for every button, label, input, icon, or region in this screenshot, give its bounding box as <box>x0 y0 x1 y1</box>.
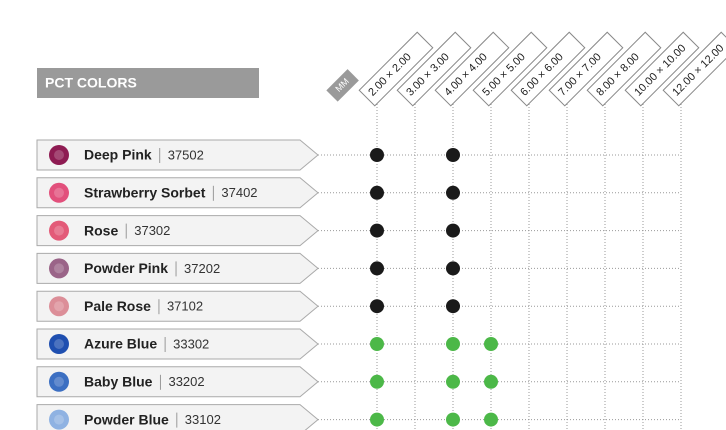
color-name: Pale Rose <box>84 298 151 314</box>
color-name: Rose <box>84 222 118 238</box>
availability-dot <box>446 337 460 351</box>
color-name: Strawberry Sorbet <box>84 185 206 201</box>
color-code: 33202 <box>168 374 204 389</box>
availability-dot <box>370 299 384 313</box>
availability-dot <box>446 299 460 313</box>
color-code: 37202 <box>184 261 220 276</box>
header-title: PCT COLORS <box>45 75 137 91</box>
availability-dot <box>446 224 460 238</box>
color-code: 37102 <box>167 299 203 314</box>
swatch-facet <box>54 377 64 387</box>
color-name: Azure Blue <box>84 336 157 352</box>
availability-dot <box>484 375 498 389</box>
unit-label: MM <box>326 69 359 102</box>
color-code: 37302 <box>134 223 170 238</box>
color-name: Baby Blue <box>84 374 153 390</box>
availability-dot <box>370 186 384 200</box>
swatch-facet <box>54 226 64 236</box>
availability-dot <box>370 224 384 238</box>
availability-dot <box>484 413 498 427</box>
availability-dot <box>370 337 384 351</box>
color-code: 33302 <box>173 336 209 351</box>
color-name: Powder Blue <box>84 411 169 427</box>
swatch-facet <box>54 301 64 311</box>
color-name: Powder Pink <box>84 260 168 276</box>
swatch-facet <box>54 263 64 273</box>
row-box <box>37 253 318 283</box>
swatch-facet <box>54 150 64 160</box>
row-box <box>37 216 318 246</box>
color-code: 37402 <box>221 185 257 200</box>
color-code: 33102 <box>185 412 221 427</box>
swatch-facet <box>54 339 64 349</box>
availability-dot <box>446 148 460 162</box>
row-box <box>37 405 318 430</box>
availability-dot <box>446 261 460 275</box>
availability-dot <box>370 148 384 162</box>
availability-dot <box>484 337 498 351</box>
availability-dot <box>370 261 384 275</box>
availability-dot <box>446 413 460 427</box>
availability-dot <box>370 413 384 427</box>
availability-dot <box>446 375 460 389</box>
swatch-facet <box>54 415 64 425</box>
color-code: 37502 <box>168 147 204 162</box>
swatch-facet <box>54 188 64 198</box>
page: PCT COLORS MM2.00 × 2.003.00 × 3.004.00 … <box>0 0 726 430</box>
availability-dot <box>370 375 384 389</box>
color-name: Deep Pink <box>84 147 152 163</box>
availability-dot <box>446 186 460 200</box>
